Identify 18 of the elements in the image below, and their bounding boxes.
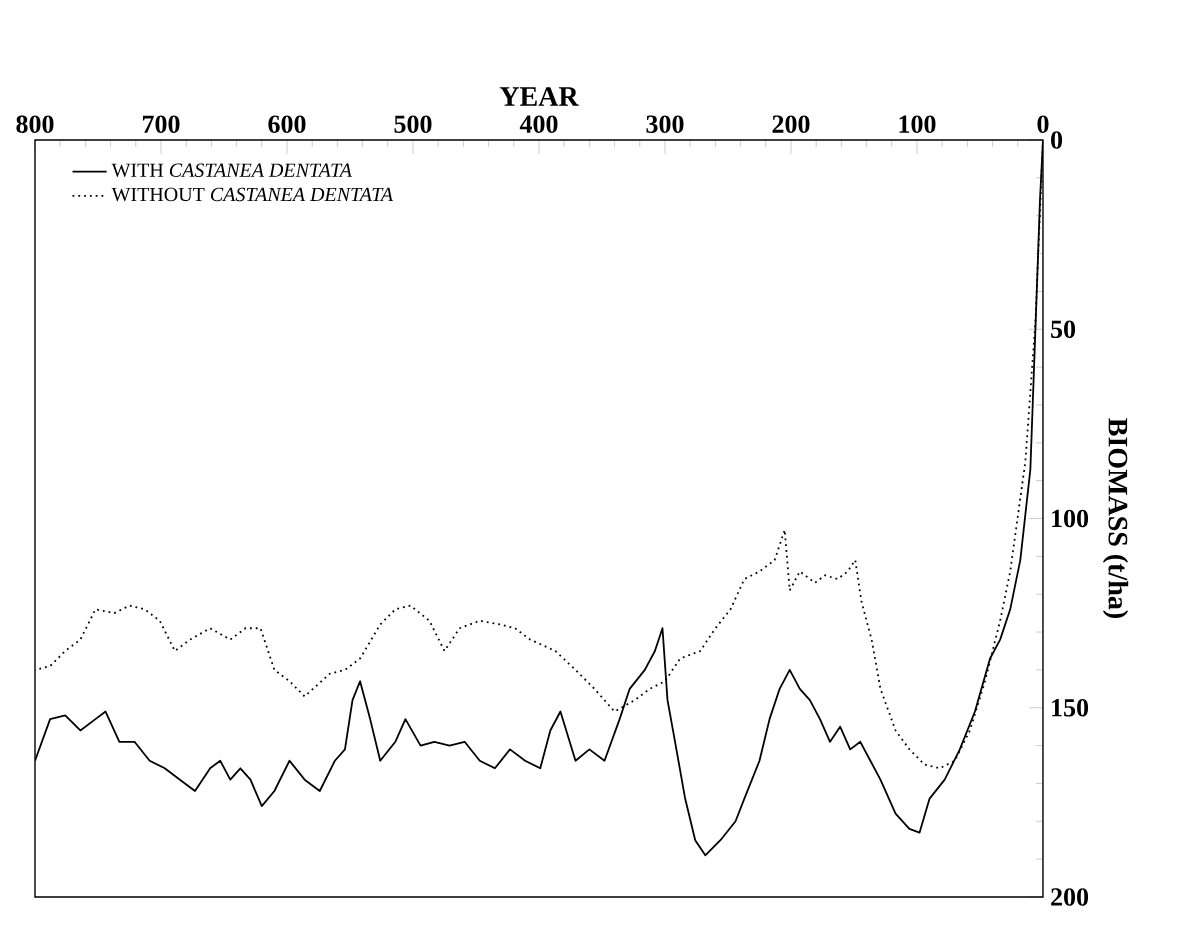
x-tick-label: 0 bbox=[1037, 115, 1049, 133]
x-tick-label: 200 bbox=[772, 115, 810, 133]
x-tick-label: 100 bbox=[899, 115, 936, 133]
x-tick-label: 500 bbox=[394, 115, 432, 133]
y-tick-label: 150 bbox=[1052, 698, 1089, 717]
x-tick-label: 800 bbox=[16, 115, 54, 133]
legend-label: WITH CASTANEA DENTATA bbox=[111, 163, 353, 178]
y-tick-label: 200 bbox=[1051, 888, 1089, 906]
legend-label: WITHOUT CASTANEA DENTATA bbox=[111, 187, 394, 202]
y-axis-title: BIOMASS (t/ha) bbox=[1102, 418, 1129, 618]
y-tick-label: 100 bbox=[1052, 509, 1089, 528]
x-tick-label: 700 bbox=[142, 115, 180, 133]
y-tick-label: 50 bbox=[1051, 320, 1076, 339]
x-tick-label: 400 bbox=[519, 115, 558, 133]
x-axis-title: YEAR bbox=[499, 87, 579, 106]
x-tick-label: 600 bbox=[268, 115, 306, 133]
y-tick-label: 0 bbox=[1051, 131, 1063, 149]
x-tick-label: 300 bbox=[646, 115, 684, 133]
